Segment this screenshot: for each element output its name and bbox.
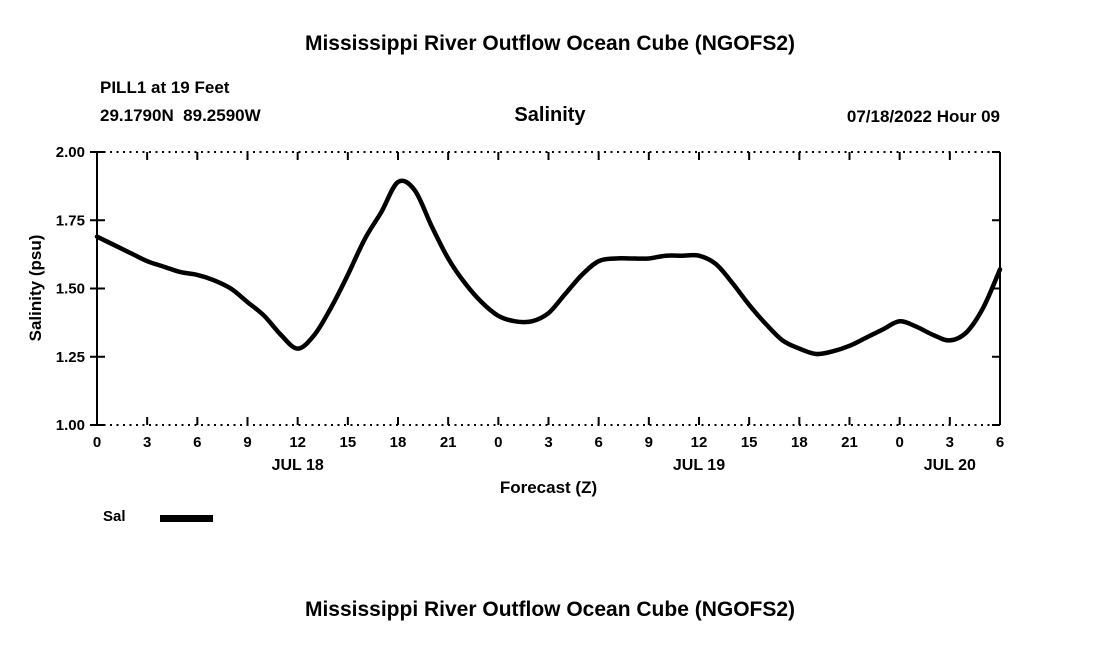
x-tick-label: 9 <box>645 434 653 451</box>
x-tick-label: 0 <box>895 434 903 451</box>
x-tick-label: 0 <box>93 434 101 451</box>
x-tick-label: 18 <box>791 434 808 451</box>
bottom-chart-title: Mississippi River Outflow Ocean Cube (NG… <box>304 598 796 621</box>
day-label: JUL 18 <box>272 457 324 474</box>
y-tick-label: 1.25 <box>56 349 85 366</box>
station-label: PILL1 at 19 Feet <box>100 78 230 97</box>
x-axis-label: Forecast (Z) <box>499 478 598 497</box>
x-tick-label: 6 <box>594 434 602 451</box>
x-tick-label: 6 <box>193 434 201 451</box>
x-tick-label: 12 <box>289 434 306 451</box>
chart-title: Mississippi River Outflow Ocean Cube (NG… <box>304 32 796 55</box>
x-tick-label: 9 <box>243 434 251 451</box>
day-label: JUL 19 <box>673 457 725 474</box>
station-coordinates: 29.1790N 89.2590W <box>100 106 261 125</box>
day-label: JUL 20 <box>924 457 976 474</box>
forecast-datetime: 07/18/2022 Hour 09 <box>846 107 1000 126</box>
y-tick-label: 2.00 <box>56 144 85 161</box>
x-tick-label: 3 <box>143 434 151 451</box>
x-tick-label: 15 <box>741 434 758 451</box>
x-tick-label: 21 <box>440 434 457 451</box>
y-tick-label: 1.50 <box>56 281 85 298</box>
x-tick-label: 0 <box>494 434 502 451</box>
chart-subtitle: Salinity <box>514 104 586 126</box>
y-tick-label: 1.00 <box>56 417 85 434</box>
x-tick-label: 15 <box>339 434 356 451</box>
x-tick-label: 12 <box>691 434 708 451</box>
x-tick-label: 3 <box>544 434 552 451</box>
salinity-curve <box>94 178 1003 357</box>
x-tick-label: 3 <box>946 434 954 451</box>
legend-label: Sal <box>103 508 126 525</box>
legend-line-swatch <box>160 515 213 522</box>
x-tick-label: 18 <box>390 434 407 451</box>
y-tick-label: 1.75 <box>56 212 85 229</box>
x-tick-label: 21 <box>841 434 858 451</box>
x-tick-label: 6 <box>996 434 1004 451</box>
